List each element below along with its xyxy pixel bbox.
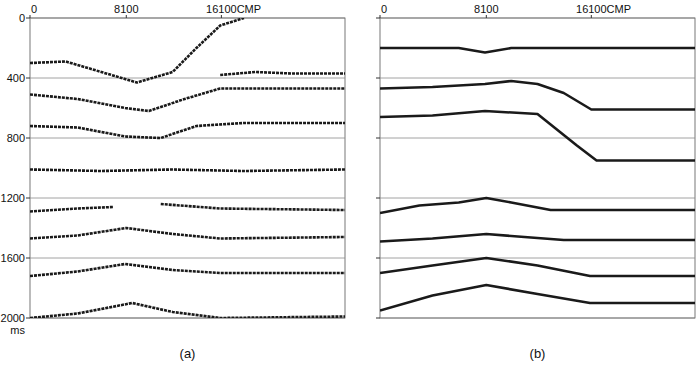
tick-mark xyxy=(126,15,127,18)
horizon-line xyxy=(30,123,345,138)
horizon-line xyxy=(380,234,695,242)
grid-line xyxy=(30,18,345,19)
horizon-line xyxy=(30,303,345,318)
tick-mark xyxy=(221,15,222,18)
tick-mark xyxy=(376,138,380,139)
horizon-line xyxy=(380,81,695,110)
tick-mark xyxy=(376,258,380,259)
grid-line xyxy=(30,78,345,79)
tick-label: 16100 xyxy=(576,3,607,15)
axis-label: CMP xyxy=(237,3,261,15)
tick-mark xyxy=(30,15,31,18)
horizon-line xyxy=(220,72,345,75)
tick-mark xyxy=(380,15,381,18)
tick-mark xyxy=(26,138,30,139)
grid-line xyxy=(30,258,345,259)
horizons xyxy=(380,48,695,311)
horizon-line xyxy=(30,89,345,112)
tick-label: 8100 xyxy=(114,3,138,15)
tick-label: 1200 xyxy=(1,192,25,204)
axis-label: ms xyxy=(10,324,25,336)
grid-line xyxy=(380,198,695,199)
grid-line xyxy=(380,258,695,259)
tick-mark xyxy=(26,198,30,199)
horizon-line xyxy=(380,285,695,311)
tick-mark xyxy=(26,18,30,19)
tick-mark xyxy=(26,258,30,259)
axis-label: CMP xyxy=(607,3,631,15)
tick-mark xyxy=(376,78,380,79)
horizon-line xyxy=(30,264,345,276)
grid-line xyxy=(30,138,345,139)
panel: 0 400 800 1200 1600 2000ms 0 8100 16100CMP (a) xyxy=(1,3,345,361)
grid-line xyxy=(380,18,695,19)
tick-label: 0 xyxy=(19,12,25,24)
horizon-line xyxy=(30,170,345,172)
panel-caption: (b) xyxy=(530,346,546,361)
tick-label: 1600 xyxy=(1,252,25,264)
horizon-line xyxy=(380,111,695,161)
tick-label: 0 xyxy=(31,3,37,15)
horizon-line xyxy=(380,48,695,53)
tick-label: 16100 xyxy=(206,3,237,15)
horizons xyxy=(30,18,345,318)
horizon-line xyxy=(380,198,695,213)
tick-mark xyxy=(486,15,487,18)
horizon-line xyxy=(30,204,345,212)
grid-line xyxy=(30,198,345,199)
tick-mark xyxy=(591,15,592,18)
tick-label: 0 xyxy=(381,3,387,15)
tick-label: 8100 xyxy=(474,3,498,15)
tick-mark xyxy=(376,318,380,319)
horizon-line xyxy=(380,258,695,276)
tick-mark xyxy=(26,318,30,319)
plot-frame xyxy=(380,18,695,318)
plot-frame xyxy=(30,18,345,318)
tick-label: 800 xyxy=(7,132,25,144)
tick-mark xyxy=(26,78,30,79)
panel: 0 8100 16100CMP (b) xyxy=(376,3,695,361)
horizon-line xyxy=(30,18,244,83)
grid-line xyxy=(380,318,695,319)
grid-line xyxy=(380,78,695,79)
tick-label: 400 xyxy=(7,72,25,84)
tick-label: 2000 xyxy=(1,312,25,324)
grid-line xyxy=(380,138,695,139)
tick-mark xyxy=(376,198,380,199)
figure: 0400800120016002000ms0810016100CMP(a)081… xyxy=(0,0,700,369)
tick-mark xyxy=(376,18,380,19)
panel-caption: (a) xyxy=(180,346,196,361)
horizon-line xyxy=(30,228,345,239)
